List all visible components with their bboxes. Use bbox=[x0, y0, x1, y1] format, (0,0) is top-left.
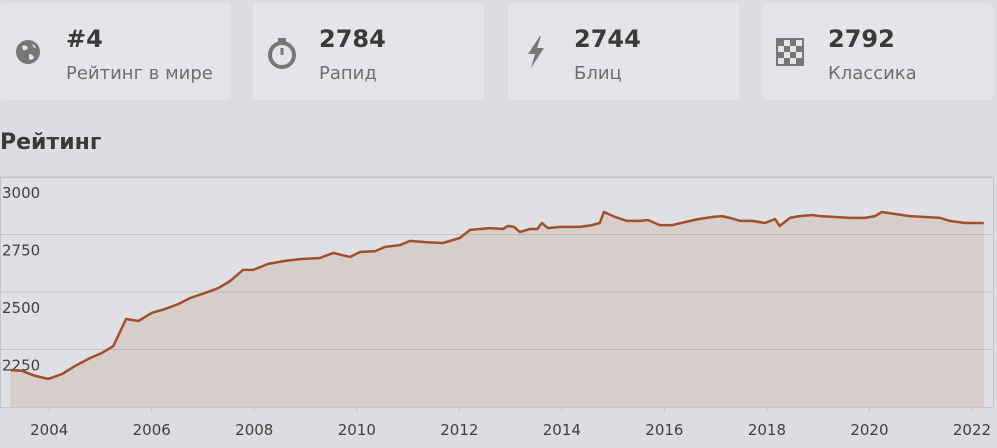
stat-card: 2792 Классика bbox=[762, 3, 993, 100]
y-tick-label: 2250 bbox=[2, 357, 40, 375]
stat-value: 2792 bbox=[828, 25, 895, 53]
stat-card: #4 Рейтинг в мире bbox=[0, 3, 231, 100]
stat-card: 2744 Блиц bbox=[508, 3, 739, 100]
stat-value: #4 bbox=[66, 25, 103, 53]
stat-value: 2784 bbox=[319, 25, 386, 53]
x-tick-label: 2014 bbox=[543, 421, 581, 439]
plot-area bbox=[0, 177, 994, 408]
y-tick-label: 2500 bbox=[2, 299, 40, 317]
board-icon bbox=[776, 38, 804, 66]
stopwatch-icon bbox=[268, 38, 296, 69]
globe-icon bbox=[16, 40, 40, 64]
x-tick-label: 2008 bbox=[235, 421, 273, 439]
stat-value: 2744 bbox=[574, 25, 641, 53]
stat-card: 2784 Рапид bbox=[253, 3, 484, 100]
chart-title: Рейтинг bbox=[0, 130, 102, 155]
x-tick-label: 2018 bbox=[748, 421, 786, 439]
x-tick-label: 2022 bbox=[953, 421, 991, 439]
lightning-icon bbox=[528, 36, 544, 68]
stat-label: Блиц bbox=[574, 63, 622, 84]
x-tick-label: 2004 bbox=[30, 421, 68, 439]
x-tick-label: 2006 bbox=[133, 421, 171, 439]
stat-label: Рапид bbox=[319, 63, 377, 84]
x-tick-label: 2020 bbox=[850, 421, 888, 439]
x-tick-label: 2012 bbox=[440, 421, 478, 439]
y-tick-label: 3000 bbox=[2, 184, 40, 202]
x-tick-label: 2010 bbox=[338, 421, 376, 439]
area bbox=[10, 212, 984, 407]
y-tick-label: 2750 bbox=[2, 242, 40, 260]
stat-label: Классика bbox=[828, 63, 917, 84]
stat-label: Рейтинг в мире bbox=[66, 63, 213, 84]
x-tick-label: 2016 bbox=[645, 421, 683, 439]
line bbox=[10, 210, 984, 381]
